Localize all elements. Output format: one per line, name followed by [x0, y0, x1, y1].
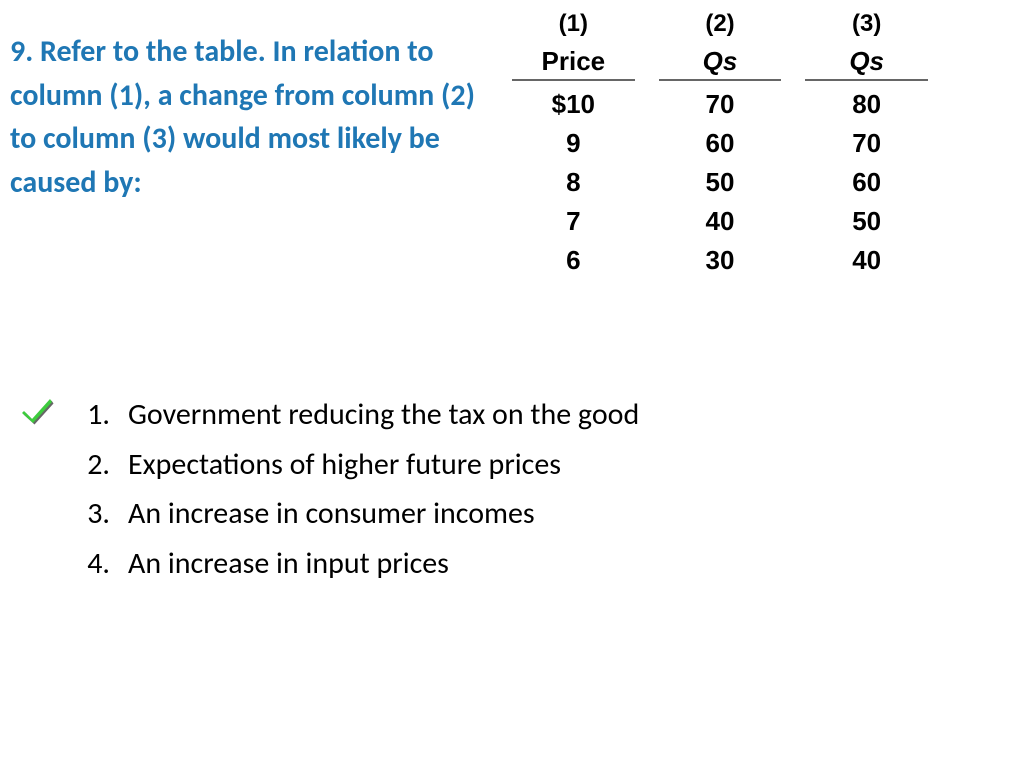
cell-price: 7	[500, 202, 647, 241]
table-row: 8 50 60	[500, 163, 940, 202]
checkmark-icon	[20, 395, 54, 425]
table-row: 6 30 40	[500, 241, 940, 280]
cell-qs2: 60	[793, 163, 940, 202]
answer-list: 1. Government reducing the tax on the go…	[60, 390, 960, 588]
supply-table: (1) (2) (3) Price Qs Qs $10 70 80 9 60 7…	[500, 10, 940, 280]
cell-qs1: 50	[647, 163, 794, 202]
answer-option-3: 3. An increase in consumer incomes	[60, 489, 960, 539]
cell-qs2: 50	[793, 202, 940, 241]
table-headers: Price Qs Qs	[500, 46, 940, 81]
answer-number: 3.	[60, 489, 128, 539]
cell-price: $10	[500, 85, 647, 124]
table-row: $10 70 80	[500, 85, 940, 124]
header-qs-2: Qs	[805, 46, 928, 81]
table-row: 9 60 70	[500, 124, 940, 163]
answer-number: 4.	[60, 539, 128, 589]
cell-qs1: 30	[647, 241, 794, 280]
answer-text: An increase in consumer incomes	[128, 489, 960, 539]
cell-price: 9	[500, 124, 647, 163]
col-num-3: (3)	[793, 10, 940, 38]
answer-option-2: 2. Expectations of higher future prices	[60, 440, 960, 490]
col-num-2: (2)	[647, 10, 794, 38]
header-qs-1: Qs	[659, 46, 782, 81]
answer-number: 1.	[60, 390, 128, 440]
cell-qs2: 80	[793, 85, 940, 124]
cell-price: 8	[500, 163, 647, 202]
answer-option-4: 4. An increase in input prices	[60, 539, 960, 589]
header-price: Price	[512, 46, 635, 81]
answer-text: Expectations of higher future prices	[128, 440, 960, 490]
question-text: 9. Refer to the table. In relation to co…	[10, 30, 480, 204]
cell-qs1: 60	[647, 124, 794, 163]
answer-text: An increase in input prices	[128, 539, 960, 589]
cell-qs1: 70	[647, 85, 794, 124]
cell-price: 6	[500, 241, 647, 280]
cell-qs2: 40	[793, 241, 940, 280]
cell-qs1: 40	[647, 202, 794, 241]
answer-text: Government reducing the tax on the good	[128, 390, 960, 440]
table-column-numbers: (1) (2) (3)	[500, 10, 940, 38]
table-row: 7 40 50	[500, 202, 940, 241]
col-num-1: (1)	[500, 10, 647, 38]
answer-number: 2.	[60, 440, 128, 490]
cell-qs2: 70	[793, 124, 940, 163]
answer-option-1: 1. Government reducing the tax on the go…	[60, 390, 960, 440]
